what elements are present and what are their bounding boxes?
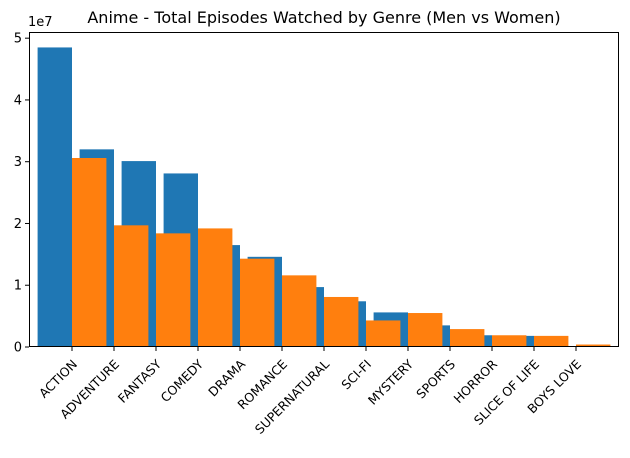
bar-series2-supernatural [324, 296, 359, 347]
bar-series2-mystery [408, 313, 443, 347]
y-scale-label: 1e7 [28, 15, 53, 30]
chart-title: Anime - Total Episodes Watched by Genre … [87, 8, 560, 27]
x-tick-label-mystery: MYSTERY [365, 356, 416, 407]
y-tick-label: 3 [14, 155, 22, 170]
bar-series2-horror [492, 335, 527, 347]
bar-series2-sci-fi [366, 320, 401, 347]
plot-frame [29, 32, 619, 347]
bars [37, 47, 611, 347]
x-tick-label-comedy: COMEDY [157, 356, 206, 405]
y-tick-label: 1 [14, 279, 22, 294]
bar-series2-comedy [198, 228, 233, 347]
bar-series2-slice-of-life [534, 335, 569, 347]
y-tick-label: 4 [14, 93, 22, 108]
y-tick-label: 5 [14, 32, 22, 47]
y-tick-label: 0 [14, 341, 22, 356]
bar-series2-adventure [114, 225, 149, 347]
bar-series2-romance [282, 275, 317, 347]
bar-series2-fantasy [156, 233, 191, 347]
bar-series2-drama [240, 258, 275, 347]
bar-series2-action [72, 158, 107, 347]
x-tick-label-supernatural: SUPERNATURAL [252, 356, 332, 436]
y-tick-label: 2 [14, 217, 22, 232]
bar-series2-boys-love [576, 344, 611, 347]
y-axis-ticks: 0 1 2 3 4 5 [14, 32, 29, 356]
x-tick-label-fantasy: FANTASY [115, 356, 165, 406]
x-tick-label-sci-fi: SCI-FI [338, 357, 374, 393]
bar-series1-action [37, 47, 72, 347]
bar-series2-sports [450, 329, 485, 347]
